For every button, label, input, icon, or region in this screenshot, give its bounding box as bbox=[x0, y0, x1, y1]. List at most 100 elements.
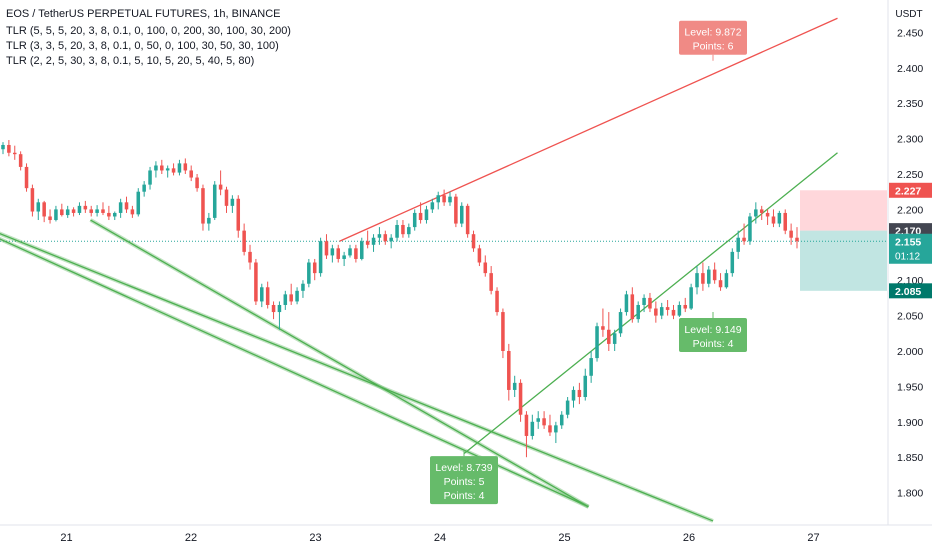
candle-body bbox=[118, 202, 123, 213]
candle-body bbox=[618, 312, 623, 334]
candle-body bbox=[77, 205, 82, 213]
level-labels: Level: 9.872 Points: 6 Level: 9.149 Points:… bbox=[430, 20, 747, 505]
candle-body bbox=[230, 198, 235, 206]
candle-body bbox=[459, 205, 464, 224]
candle-body bbox=[495, 290, 499, 313]
candle-body bbox=[448, 196, 452, 203]
candle-body bbox=[307, 262, 311, 284]
price-axis[interactable]: USDT1.8001.8501.9001.9502.0002.0502.1002… bbox=[887, 0, 932, 550]
candle-body bbox=[630, 294, 635, 320]
candle-body bbox=[765, 212, 770, 217]
candle-body bbox=[771, 216, 776, 224]
candle-body bbox=[1, 144, 5, 150]
price-tick-label: 1.900 bbox=[897, 417, 923, 429]
price-tag-label: 2.085 bbox=[895, 286, 921, 298]
candle-body bbox=[18, 154, 23, 167]
candle-body bbox=[501, 312, 505, 351]
candle-body bbox=[489, 273, 493, 291]
level-label-text: Points: 5 bbox=[444, 476, 485, 488]
candle-body bbox=[224, 189, 229, 206]
price-tag-label: 2.227 bbox=[895, 185, 921, 197]
candle-body bbox=[442, 195, 446, 203]
price-tag-label: 2.155 bbox=[895, 236, 921, 248]
price-tick-label: 2.300 bbox=[897, 134, 923, 146]
candle-body bbox=[671, 309, 676, 316]
candle-body bbox=[283, 294, 288, 305]
level-label-text: Points: 4 bbox=[444, 490, 485, 502]
candle-body bbox=[377, 234, 382, 238]
candle-body bbox=[336, 248, 341, 259]
candle-body bbox=[636, 304, 640, 320]
time-axis[interactable]: 21 22 23 24 25 26 27 bbox=[0, 524, 932, 550]
stop-zone bbox=[800, 190, 887, 231]
candle-body bbox=[777, 212, 782, 224]
level-label-box bbox=[679, 20, 747, 55]
candle-body bbox=[371, 237, 376, 245]
candle-body bbox=[342, 255, 346, 259]
candle-body bbox=[189, 170, 193, 178]
candle-body bbox=[60, 209, 64, 216]
candle-body bbox=[748, 216, 752, 242]
price-tag bbox=[889, 182, 932, 198]
candle-body bbox=[659, 307, 664, 316]
level-label-box bbox=[679, 318, 747, 353]
candle-body bbox=[412, 212, 417, 228]
candle-body bbox=[395, 224, 399, 238]
trendline-support bbox=[90, 219, 589, 508]
candle-body bbox=[759, 209, 764, 213]
candle-body bbox=[177, 163, 182, 173]
candle-body bbox=[536, 418, 540, 422]
candle-body bbox=[201, 188, 205, 224]
price-tick-label: 1.950 bbox=[897, 381, 923, 393]
level-label-text: Level: 9.149 bbox=[684, 324, 741, 336]
candle-body bbox=[554, 425, 558, 433]
trendline-resistance bbox=[339, 17, 838, 242]
candle-body bbox=[54, 209, 58, 221]
date-tick-label: 26 bbox=[683, 532, 695, 544]
candle-body bbox=[642, 297, 646, 305]
candle-body bbox=[171, 168, 176, 173]
price-tag bbox=[889, 233, 932, 264]
trendlines bbox=[0, 17, 838, 523]
price-tick-label: 2.400 bbox=[897, 63, 923, 75]
candle-body bbox=[742, 237, 746, 242]
candle-body bbox=[436, 195, 440, 203]
candle-body bbox=[30, 188, 35, 212]
candle-body bbox=[24, 166, 29, 189]
level-label-text: Points: 4 bbox=[693, 338, 734, 350]
candle-body bbox=[612, 333, 617, 344]
date-tick-label: 23 bbox=[309, 532, 321, 544]
trendline-support bbox=[0, 238, 589, 508]
date-tick-label: 24 bbox=[434, 532, 446, 544]
indicator-legend-1[interactable]: TLR (5, 5, 5, 20, 3, 8, 0.1, 0, 100, 0, … bbox=[6, 25, 291, 37]
candle-body bbox=[318, 241, 323, 274]
candle-body bbox=[142, 184, 146, 192]
candle-body bbox=[42, 202, 46, 217]
candle-body bbox=[383, 234, 388, 242]
indicator-legend-3[interactable]: TLR (2, 2, 5, 30, 3, 8, 0.1, 5, 10, 5, 2… bbox=[6, 55, 255, 67]
candle-body bbox=[265, 287, 270, 305]
candle-body bbox=[7, 144, 11, 153]
trendline-halo bbox=[0, 236, 590, 509]
candle-body bbox=[430, 202, 435, 210]
candle-body bbox=[107, 212, 111, 217]
currency-label: USDT bbox=[895, 9, 922, 20]
candle-body bbox=[477, 248, 482, 263]
indicator-legend-2[interactable]: TLR (3, 3, 5, 20, 3, 8, 0.1, 0, 50, 0, 1… bbox=[6, 40, 279, 52]
candle-body bbox=[101, 209, 105, 213]
candle-body bbox=[518, 382, 523, 415]
price-tick-label: 1.800 bbox=[897, 488, 923, 500]
candle-body bbox=[277, 304, 282, 313]
candle-body bbox=[401, 224, 405, 235]
candle-body bbox=[565, 400, 570, 415]
candle-body bbox=[95, 209, 99, 213]
candle-body bbox=[530, 421, 535, 436]
price-axis-bg bbox=[888, 0, 932, 550]
candle-body bbox=[130, 209, 135, 215]
candle-body bbox=[71, 209, 76, 213]
candle-body bbox=[218, 184, 223, 190]
chart-title: EOS / TetherUS PERPETUAL FUTURES, 1h, BI… bbox=[6, 8, 281, 20]
candle-body bbox=[624, 294, 629, 313]
price-tag bbox=[889, 283, 932, 299]
